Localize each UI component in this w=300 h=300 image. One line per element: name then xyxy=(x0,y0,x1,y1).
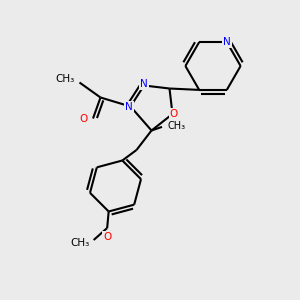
Text: N: N xyxy=(125,101,133,112)
Text: O: O xyxy=(170,109,178,119)
Text: O: O xyxy=(79,113,88,124)
Text: CH₃: CH₃ xyxy=(56,74,75,85)
Text: O: O xyxy=(103,232,111,242)
Text: CH₃: CH₃ xyxy=(168,121,186,131)
Text: CH₃: CH₃ xyxy=(70,238,89,248)
Text: N: N xyxy=(223,37,231,47)
Text: N: N xyxy=(140,79,148,89)
